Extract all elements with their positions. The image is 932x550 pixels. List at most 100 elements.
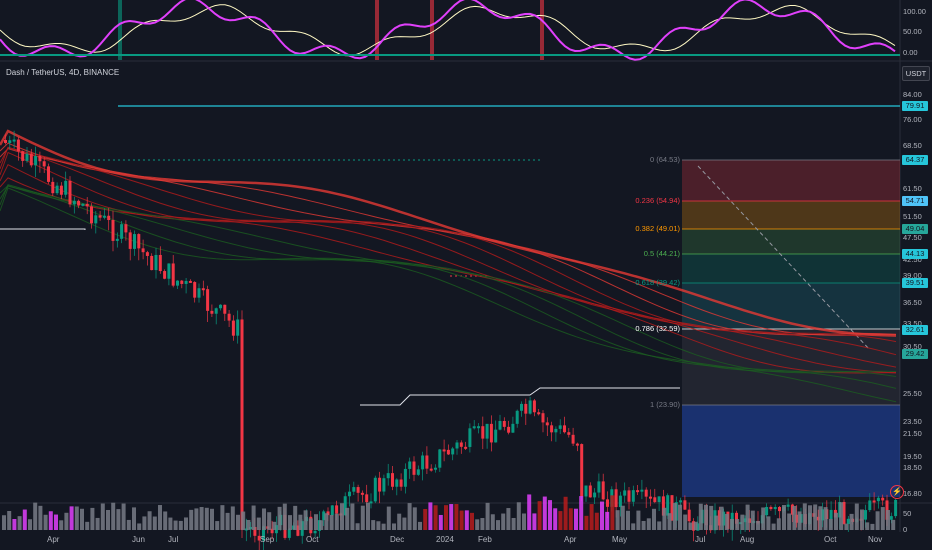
candle bbox=[563, 425, 566, 433]
candle bbox=[29, 153, 33, 166]
candle bbox=[51, 181, 55, 194]
volume-bar bbox=[522, 513, 526, 530]
volume-bar bbox=[90, 507, 95, 530]
volume-bar bbox=[48, 511, 53, 530]
price-tag: 49.04 bbox=[902, 224, 928, 234]
candle bbox=[408, 461, 412, 469]
candle bbox=[636, 490, 640, 493]
volume-bar bbox=[584, 515, 589, 530]
price-tick: 39.00 bbox=[903, 271, 922, 280]
volume-bar bbox=[111, 502, 116, 530]
ribbon-line bbox=[0, 185, 897, 374]
candle bbox=[842, 501, 846, 524]
candle bbox=[769, 506, 773, 510]
candle bbox=[369, 501, 373, 504]
time-tick: Jul bbox=[168, 535, 179, 544]
time-tick: Dec bbox=[390, 535, 405, 544]
time-tick: 2024 bbox=[436, 535, 454, 544]
volume-bar bbox=[173, 520, 178, 530]
time-tick: Jul bbox=[695, 535, 706, 544]
volume-bar bbox=[756, 520, 760, 530]
volume-bar bbox=[33, 502, 38, 530]
osc-bar bbox=[118, 0, 122, 60]
candle bbox=[421, 455, 425, 470]
candle bbox=[743, 518, 747, 523]
candle bbox=[580, 444, 584, 497]
candle bbox=[606, 499, 609, 507]
candle bbox=[498, 420, 502, 430]
volume-bar bbox=[558, 511, 563, 530]
fib-zone bbox=[682, 201, 900, 229]
candle bbox=[360, 492, 364, 495]
volume-bar bbox=[199, 507, 204, 530]
candle bbox=[72, 200, 76, 205]
candle bbox=[231, 320, 235, 336]
candle bbox=[8, 140, 12, 143]
volume-bar bbox=[433, 505, 438, 530]
candle bbox=[494, 429, 498, 443]
volume-bar bbox=[360, 505, 365, 530]
candle bbox=[735, 512, 738, 524]
time-tick: Sep bbox=[260, 535, 275, 544]
vol-tick: 0 bbox=[903, 525, 908, 534]
volume-bar bbox=[574, 508, 578, 530]
volume-bar bbox=[459, 510, 464, 530]
price-tick: 18.50 bbox=[903, 463, 922, 472]
volume-bar bbox=[724, 513, 729, 530]
volume-bar bbox=[683, 514, 688, 530]
candle bbox=[485, 423, 489, 439]
volume-bar bbox=[194, 508, 199, 530]
candle bbox=[618, 495, 622, 508]
candle bbox=[653, 497, 657, 503]
candle bbox=[717, 510, 721, 526]
volume-bar bbox=[210, 508, 214, 530]
osc-main bbox=[0, 0, 896, 61]
currency-badge[interactable]: USDT bbox=[902, 66, 930, 81]
candle bbox=[821, 509, 824, 521]
fib-zone bbox=[682, 229, 900, 254]
candle bbox=[163, 271, 167, 279]
candle bbox=[68, 180, 72, 205]
volume-bar bbox=[880, 507, 885, 530]
volume-bar bbox=[782, 504, 786, 530]
candle bbox=[477, 426, 480, 429]
volume-bar bbox=[870, 523, 875, 530]
osc-tick: 50.00 bbox=[903, 27, 922, 36]
price-tag: 44.13 bbox=[902, 249, 928, 259]
ribbon-line bbox=[0, 187, 897, 403]
volume-bar bbox=[470, 512, 474, 530]
volume-bar bbox=[849, 513, 854, 530]
volume-bar bbox=[698, 503, 703, 530]
candle bbox=[403, 468, 407, 487]
volume-bar bbox=[262, 508, 266, 530]
candle bbox=[158, 254, 162, 272]
volume-bar bbox=[366, 502, 370, 530]
candle bbox=[77, 200, 81, 206]
candle bbox=[167, 263, 171, 279]
candle bbox=[94, 215, 98, 224]
candle bbox=[575, 443, 579, 446]
candle bbox=[373, 477, 377, 502]
price-tick: 30.50 bbox=[903, 342, 922, 351]
price-tag: 79.91 bbox=[902, 101, 928, 111]
ribbon-line bbox=[0, 164, 897, 374]
candle bbox=[137, 234, 141, 249]
ribbon-line bbox=[0, 184, 897, 389]
volume-bar bbox=[80, 508, 84, 530]
candle bbox=[588, 485, 592, 498]
volume-bar bbox=[667, 513, 672, 530]
candle bbox=[567, 432, 571, 435]
volume-bar bbox=[662, 507, 667, 530]
volume-bar bbox=[418, 521, 422, 530]
candle bbox=[16, 139, 20, 152]
lightning-icon[interactable]: ⚡ bbox=[890, 485, 904, 499]
candle bbox=[876, 497, 880, 502]
candle bbox=[795, 514, 799, 523]
volume-bar bbox=[241, 511, 246, 530]
price-tick: 16.80 bbox=[903, 489, 922, 498]
volume-bar bbox=[54, 514, 58, 530]
candle bbox=[631, 490, 635, 502]
candle bbox=[438, 449, 442, 468]
candle bbox=[12, 139, 16, 142]
